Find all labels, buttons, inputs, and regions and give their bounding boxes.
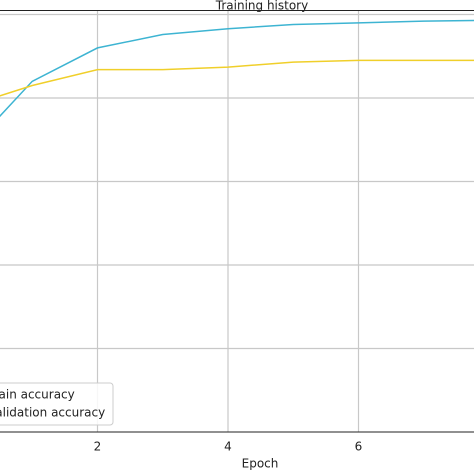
series-line [0,59,474,97]
x-axis-label: Epoch [242,457,279,471]
legend-label: Validation accuracy [0,406,105,420]
x-tick-label: 2 [94,440,102,454]
legend-box [0,382,114,426]
chart-title: Training history [215,0,308,13]
legend-label: Train accuracy [0,388,75,402]
legend: Train accuracy Validation accuracy [0,382,114,426]
plot-frame [0,10,474,433]
x-tick-label: 4 [224,440,232,454]
series-line [0,19,474,118]
x-tick-label: 6 [355,440,363,454]
